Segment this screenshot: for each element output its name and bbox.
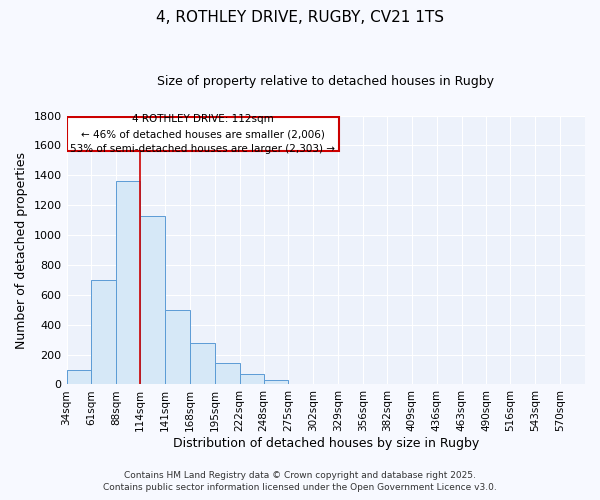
- Bar: [165, 310, 190, 384]
- X-axis label: Distribution of detached houses by size in Rugby: Distribution of detached houses by size …: [173, 437, 479, 450]
- Bar: [67, 370, 91, 384]
- Text: 4 ROTHLEY DRIVE: 112sqm
← 46% of detached houses are smaller (2,006)
53% of semi: 4 ROTHLEY DRIVE: 112sqm ← 46% of detache…: [70, 114, 335, 154]
- Text: Contains HM Land Registry data © Crown copyright and database right 2025.
Contai: Contains HM Land Registry data © Crown c…: [103, 471, 497, 492]
- Bar: [91, 280, 116, 384]
- FancyBboxPatch shape: [67, 117, 339, 152]
- Bar: [263, 380, 289, 384]
- Bar: [215, 363, 239, 384]
- Title: Size of property relative to detached houses in Rugby: Size of property relative to detached ho…: [157, 75, 494, 88]
- Text: 4, ROTHLEY DRIVE, RUGBY, CV21 1TS: 4, ROTHLEY DRIVE, RUGBY, CV21 1TS: [156, 10, 444, 25]
- Bar: [190, 342, 215, 384]
- Bar: [140, 216, 165, 384]
- Bar: [116, 182, 140, 384]
- Bar: [239, 374, 263, 384]
- Y-axis label: Number of detached properties: Number of detached properties: [15, 152, 28, 348]
